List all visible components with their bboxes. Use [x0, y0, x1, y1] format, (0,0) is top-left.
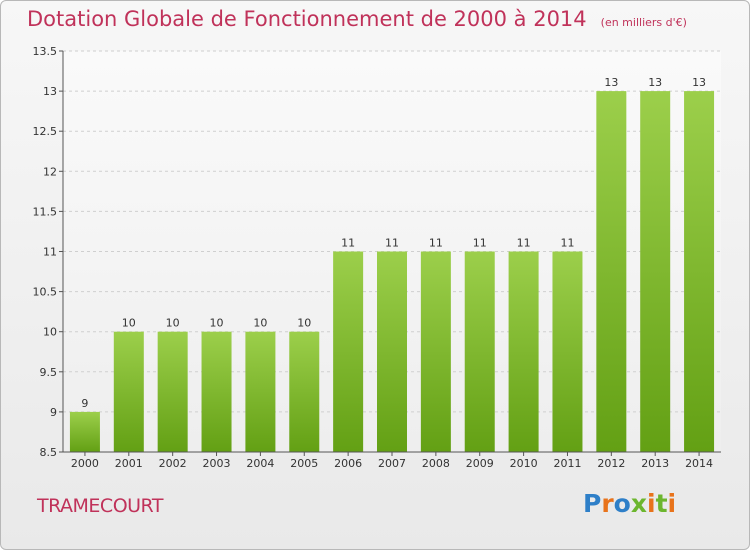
y-tick-label: 13: [43, 85, 57, 98]
x-tick-label: 2014: [685, 457, 713, 470]
bar: [289, 331, 320, 452]
bar: [157, 331, 188, 452]
chart-title-text: Dotation Globale de Fonctionnement de 20…: [27, 7, 587, 31]
bar-value-label: 11: [341, 237, 355, 250]
bar-value-label: 11: [517, 237, 531, 250]
bar-value-label: 10: [297, 317, 311, 330]
x-tick-label: 2009: [466, 457, 494, 470]
bar: [113, 331, 144, 452]
y-tick-label: 10.5: [33, 286, 58, 299]
bar: [640, 91, 671, 452]
x-tick-label: 2007: [378, 457, 406, 470]
bar: [201, 331, 232, 452]
bar: [596, 91, 627, 452]
bar: [69, 411, 100, 452]
x-tick-label: 2010: [510, 457, 538, 470]
bar: [377, 251, 407, 452]
logo-letter: i: [667, 489, 677, 518]
chart-title: Dotation Globale de Fonctionnement de 20…: [27, 7, 687, 31]
bar-value-label: 13: [648, 76, 662, 89]
bar: [333, 251, 364, 452]
bar-value-label: 13: [604, 76, 618, 89]
x-tick-label: 2003: [203, 457, 231, 470]
y-tick-label: 12.5: [33, 125, 58, 138]
logo-letter: i: [647, 489, 656, 518]
bar: [420, 251, 451, 452]
x-tick-label: 2005: [290, 457, 318, 470]
bar-value-label: 9: [81, 397, 88, 410]
y-tick-label: 8.5: [40, 446, 58, 459]
bar-value-label: 11: [473, 237, 487, 250]
x-tick-label: 2000: [71, 457, 99, 470]
logo-letter: t: [655, 489, 668, 518]
y-tick-label: 9: [50, 406, 57, 419]
bar-value-label: 13: [692, 76, 706, 89]
bar-value-label: 11: [429, 237, 443, 250]
y-tick-label: 10: [43, 326, 57, 339]
logo-letter: r: [601, 489, 614, 518]
bar-value-label: 10: [122, 317, 136, 330]
logo-letter: x: [630, 489, 647, 518]
x-tick-label: 2002: [159, 457, 187, 470]
x-tick-label: 2012: [597, 457, 625, 470]
y-tick-label: 12: [43, 165, 57, 178]
y-tick-label: 9.5: [40, 366, 58, 379]
bar: [508, 251, 539, 452]
bar-value-label: 10: [166, 317, 180, 330]
x-tick-label: 2008: [422, 457, 450, 470]
commune-name: TRAMECOURT: [37, 495, 164, 517]
bar: [684, 91, 715, 452]
x-tick-label: 2011: [553, 457, 581, 470]
y-tick-label: 11: [43, 246, 57, 259]
chart-unit: (en milliers d'€): [600, 16, 687, 29]
x-tick-label: 2001: [115, 457, 143, 470]
bar: [245, 331, 276, 452]
proxiti-logo: Proxiti: [583, 489, 676, 518]
bar-value-label: 11: [560, 237, 574, 250]
bar: [552, 251, 583, 452]
logo-letter: o: [613, 489, 631, 518]
logo-letter: P: [583, 489, 602, 518]
x-tick-label: 2013: [641, 457, 669, 470]
bar-value-label: 11: [385, 237, 399, 250]
x-tick-label: 2006: [334, 457, 362, 470]
bar-value-label: 10: [210, 317, 224, 330]
x-tick-label: 2004: [246, 457, 274, 470]
y-tick-label: 11.5: [33, 205, 58, 218]
y-tick-label: 13.5: [33, 45, 58, 58]
bar: [464, 251, 495, 452]
bar-value-label: 10: [253, 317, 267, 330]
